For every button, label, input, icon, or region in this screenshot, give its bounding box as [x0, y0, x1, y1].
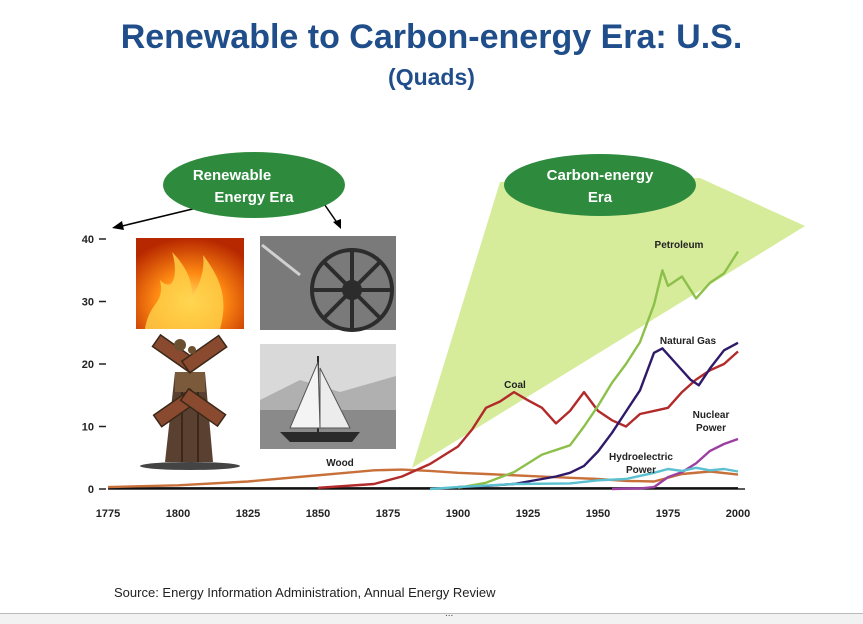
series-label-wood: Wood	[326, 458, 354, 469]
windmill-image	[140, 333, 240, 470]
bottom-bar: ...	[0, 608, 863, 624]
carbon-era-line1: Carbon-energy	[547, 167, 654, 184]
series-line-petroleum	[457, 250, 740, 489]
y-tick-label: 30	[82, 297, 94, 309]
series-line-nuclear	[611, 437, 739, 491]
x-tick-label: 1975	[656, 508, 680, 520]
waterwheel-image	[260, 236, 396, 332]
renewable-era-bubble: Renewable Energy Era	[112, 152, 345, 230]
carbon-era-line2: Era	[588, 189, 613, 206]
series-label-petroleum: Petroleum	[655, 240, 704, 251]
series-line-coal	[317, 350, 739, 489]
page-title: Renewable to Carbon-energy Era: U.S.	[120, 18, 743, 56]
y-tick-label: 40	[82, 234, 94, 246]
source-note: Source: Energy Information Administratio…	[114, 585, 496, 600]
more-icon[interactable]: ...	[445, 608, 454, 619]
x-tick-label: 1775	[96, 508, 120, 520]
series-line-wood	[107, 468, 739, 489]
renewable-era-line1: Renewable	[193, 167, 271, 184]
series-line-natural-gas	[457, 341, 739, 489]
series-label-nuclear: Nuclear Power	[693, 410, 730, 434]
renewable-arrow-left	[117, 205, 206, 228]
series-line-hydro	[429, 466, 739, 491]
renewable-era-line2: Energy Era	[214, 189, 294, 206]
carbon-era-bubble: Carbon-energy Era	[504, 154, 696, 216]
y-axis: 0 10 20 30 40	[82, 234, 106, 496]
x-tick-label: 1925	[516, 508, 540, 520]
y-tick-label: 10	[82, 422, 94, 434]
series-label-coal: Coal	[504, 380, 526, 391]
renewable-arrowhead-right	[333, 219, 341, 229]
fire-image	[136, 238, 244, 329]
sailboat-icon	[280, 356, 360, 442]
y-tick-label: 20	[82, 359, 94, 371]
carbon-era-spotlight	[412, 178, 805, 468]
y-tick-label: 0	[88, 484, 94, 496]
series-labels: Wood Coal Petroleum Natural Gas Nuclear Power…	[326, 240, 729, 476]
x-tick-label: 1875	[376, 508, 400, 520]
series-lines	[107, 250, 740, 491]
x-axis: 1775 1800 1825 1850 1875 1900 1925 1950 1975 2000	[96, 508, 750, 520]
renewable-arrowhead-left	[112, 221, 124, 230]
x-tick-label: 1950	[586, 508, 610, 520]
waterwheel-icon	[261, 243, 394, 332]
series-label-natural-gas: Natural Gas	[660, 336, 717, 347]
x-tick-label: 1825	[236, 508, 260, 520]
x-tick-label: 2000	[726, 508, 750, 520]
page-subtitle: (Quads)	[388, 64, 475, 90]
series-label-hydro: Hydroelectric Power	[609, 452, 673, 476]
x-tick-label: 1850	[306, 508, 330, 520]
x-tick-label: 1800	[166, 508, 190, 520]
x-tick-label: 1900	[446, 508, 470, 520]
windmill-icon	[140, 333, 240, 470]
sailboat-image	[260, 344, 396, 449]
fire-icon	[145, 252, 224, 329]
energy-chart: 0 10 20 30 40 1775 1800 1825 1850 1875 1900 1925 19…	[82, 152, 805, 520]
